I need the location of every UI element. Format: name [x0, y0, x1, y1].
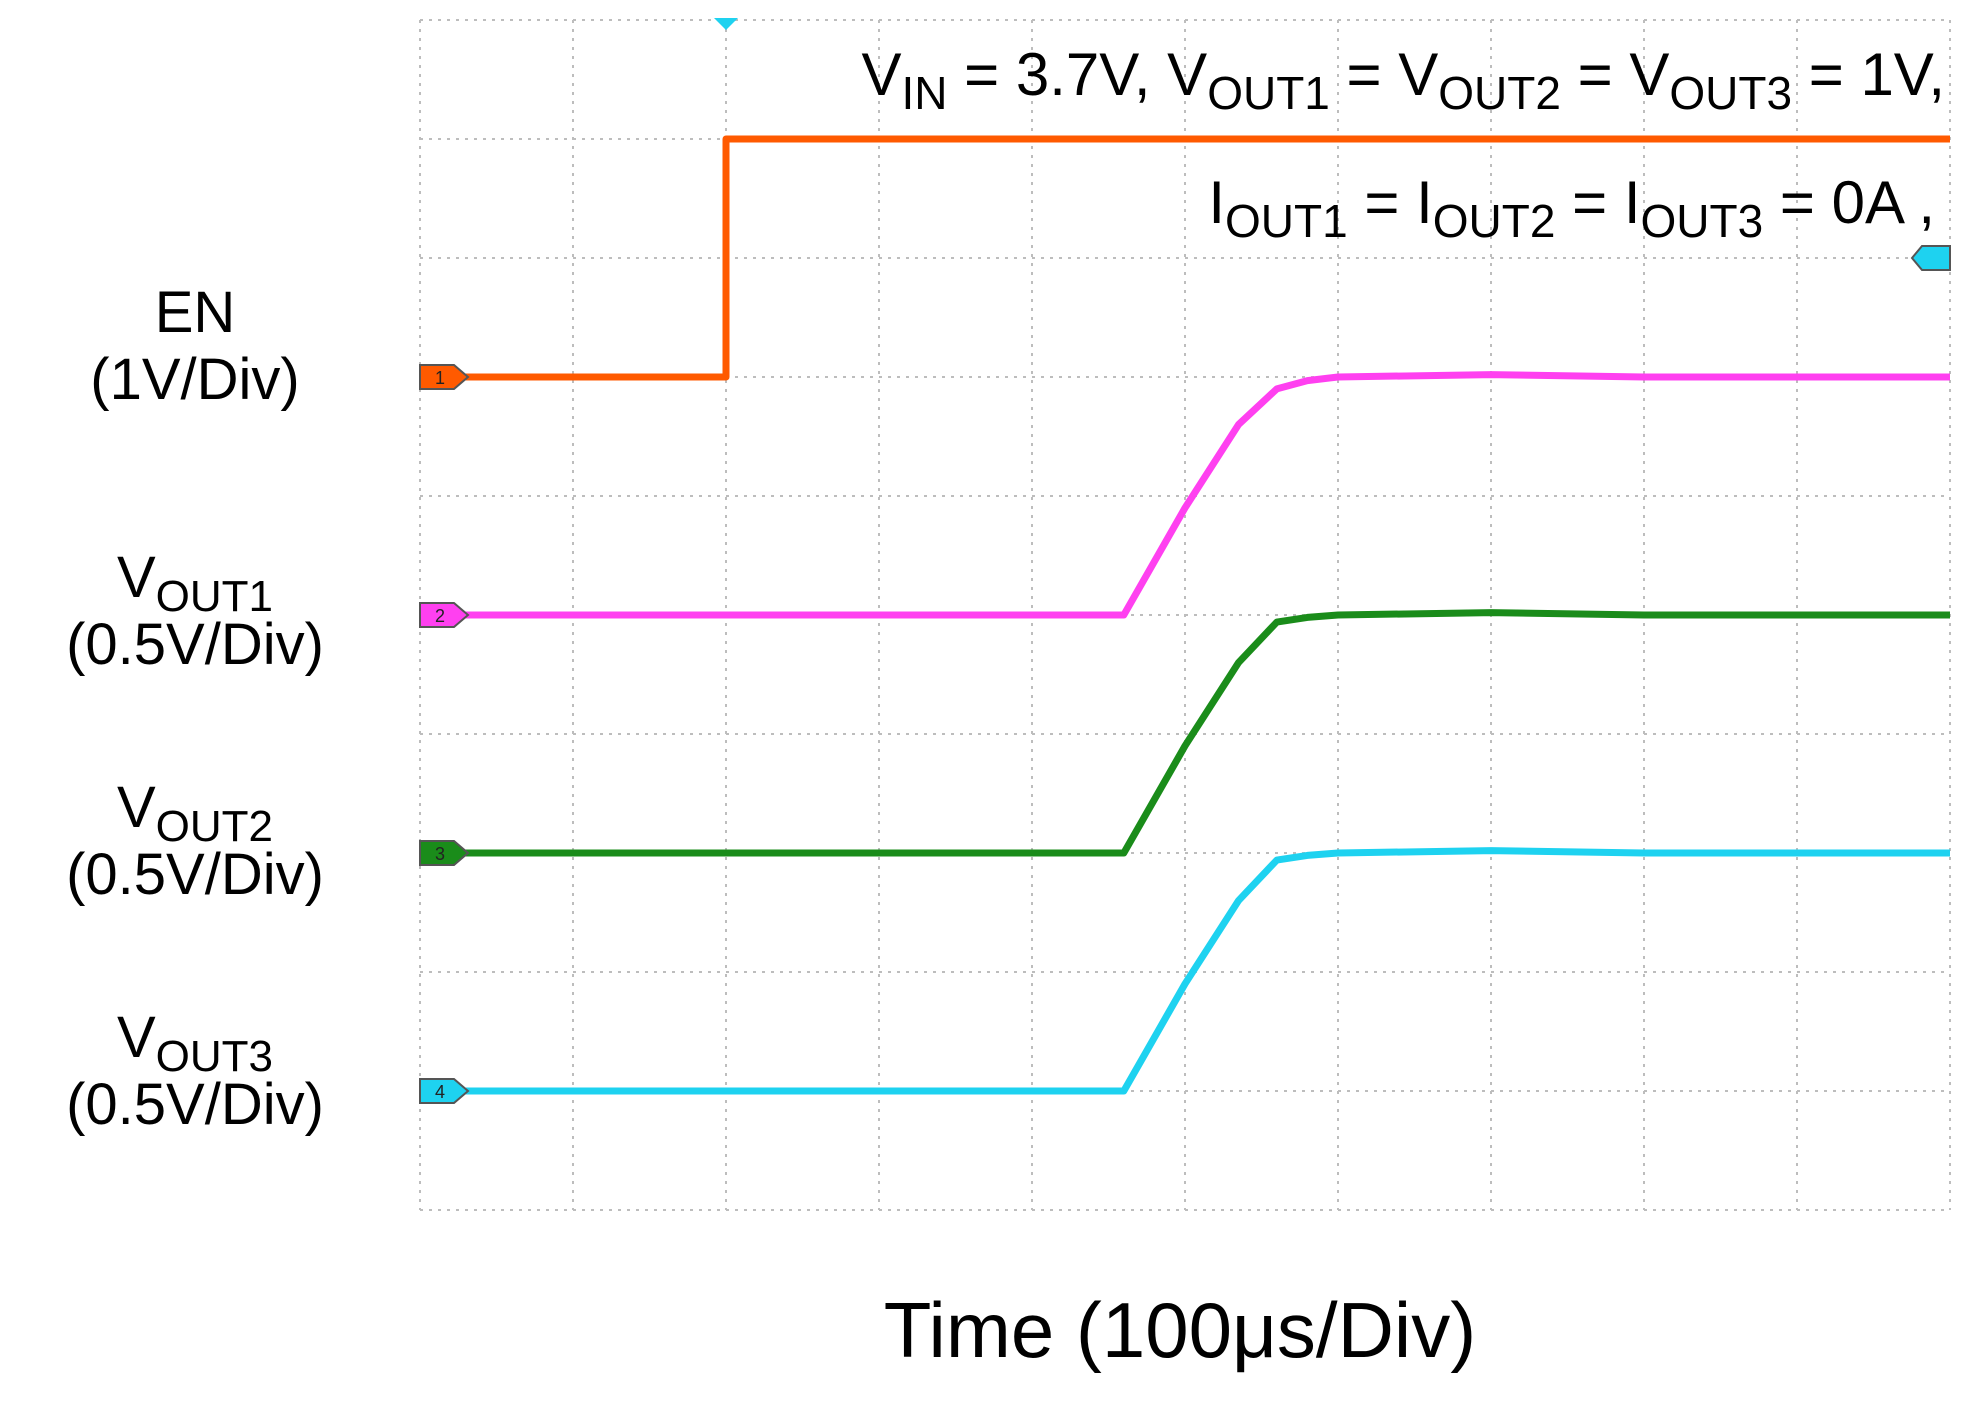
- conditions-line-2: IOUT1 = IOUT2 = IOUT3 = 0A ,: [1208, 168, 1935, 244]
- condition-subscript: OUT3: [1669, 66, 1793, 119]
- condition-text: = 1V,: [1792, 41, 1945, 108]
- scope-grid: [419, 19, 1951, 1211]
- condition-subscript: OUT2: [1438, 66, 1561, 119]
- condition-text: = V: [1329, 41, 1439, 108]
- channel-marker-vout3: [419, 1078, 470, 1104]
- condition-subscript: OUT2: [1432, 194, 1556, 247]
- channel-name-main: V: [116, 775, 156, 840]
- channel-name: EN: [0, 280, 390, 347]
- x-axis-label: Time (100μs/Div): [883, 1286, 1477, 1374]
- channel-marker-en: [419, 364, 470, 390]
- channel-name: VOUT1: [0, 545, 390, 619]
- condition-subscript: OUT1: [1207, 66, 1330, 119]
- condition-subscript: IN: [901, 66, 948, 119]
- channel-name-main: EN: [154, 280, 236, 345]
- channel-markers: 1 2 3 4: [419, 18, 1951, 1104]
- channel-name-sub: OUT1: [155, 572, 274, 622]
- channel-name-main: V: [116, 1005, 156, 1070]
- condition-text: = 3.7V, V: [947, 41, 1208, 108]
- condition-text: = I: [1555, 169, 1641, 236]
- channel-name-sub: OUT3: [155, 1032, 274, 1082]
- trace-vout1: [420, 371, 1950, 619]
- channel-scale: (0.5V/Div): [66, 841, 324, 907]
- trigger-level-marker: [1910, 245, 1951, 271]
- conditions-line-1: VIN = 3.7V, VOUT1 = VOUT2 = VOUT3 = 1V,: [861, 40, 1945, 116]
- channel-marker-number: 4: [435, 1082, 445, 1102]
- channel-name-sub: OUT2: [155, 802, 274, 852]
- channel-marker-number: 1: [435, 368, 445, 388]
- condition-text: I: [1208, 169, 1226, 236]
- trace-en: [420, 135, 1950, 381]
- trace-vout3: [420, 847, 1950, 1095]
- channel-name: VOUT3: [0, 1005, 390, 1079]
- channel-label-en: EN (1V/Div): [0, 280, 390, 413]
- channel-label-vout2: VOUT2 (0.5V/Div): [0, 775, 390, 908]
- condition-text: = I: [1347, 169, 1433, 236]
- channel-marker-number: 2: [435, 606, 445, 626]
- channel-name-main: V: [116, 545, 156, 610]
- condition-subscript: OUT3: [1640, 194, 1764, 247]
- condition-text: V: [861, 41, 902, 108]
- channel-marker-vout1: [419, 602, 470, 628]
- condition-subscript: OUT1: [1225, 194, 1348, 247]
- channel-label-vout3: VOUT3 (0.5V/Div): [0, 1005, 390, 1138]
- channel-scale: (0.5V/Div): [66, 1071, 324, 1137]
- channel-marker-vout2: [419, 840, 470, 866]
- channel-marker-number: 3: [435, 844, 445, 864]
- trace-vout2: [420, 609, 1950, 857]
- trigger-position-marker: [714, 18, 738, 30]
- condition-text: = V: [1560, 41, 1670, 108]
- channel-name: VOUT2: [0, 775, 390, 849]
- channel-scale: (1V/Div): [90, 346, 300, 412]
- channel-label-vout1: VOUT1 (0.5V/Div): [0, 545, 390, 678]
- scope-traces: [420, 135, 1950, 1095]
- condition-text: = 0A ,: [1763, 169, 1935, 236]
- channel-scale: (0.5V/Div): [66, 611, 324, 677]
